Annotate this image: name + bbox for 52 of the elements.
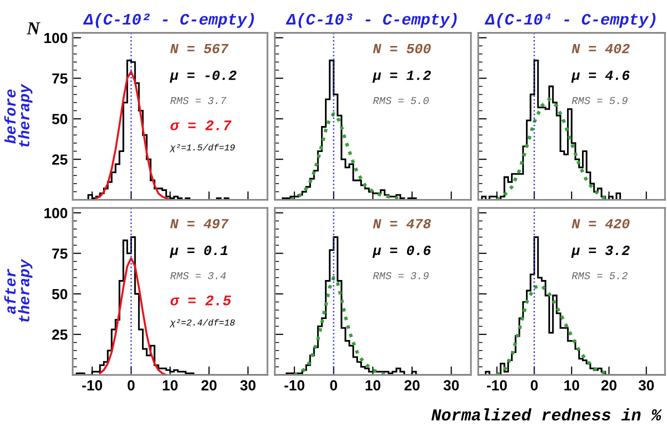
x-tick-label: 30 <box>444 380 459 390</box>
x-tick-label: 20 <box>404 380 420 390</box>
x-tick-label: 20 <box>201 380 217 390</box>
annotation: μ = 4.6 <box>571 70 630 83</box>
x-tick-label: 10 <box>366 380 380 390</box>
x-tick-label: 10 <box>162 380 178 390</box>
annotation: σ = 2.7 <box>170 120 232 130</box>
y-tick-label: 25 <box>52 154 68 165</box>
x-tick-label: -10 <box>486 380 507 390</box>
x-tick-label: 0 <box>128 380 135 390</box>
y-tick-label: 75 <box>52 74 68 84</box>
annotation: RMS = 5.0 <box>373 97 429 104</box>
annotation: N = 567 <box>170 44 229 54</box>
text: N <box>26 22 40 34</box>
annotation: μ = 1.2 <box>372 70 431 83</box>
y-tick-label: 100 <box>44 208 68 218</box>
x-tick-label: 0 <box>330 380 338 390</box>
x-tick-label: 30 <box>638 380 654 390</box>
annotation: μ = 3.2 <box>571 246 630 258</box>
annotation: χ²=1.5/df=19 <box>170 144 235 152</box>
annotation: χ²=2.4/df=18 <box>170 318 235 328</box>
annotation: N = 497 <box>170 218 229 228</box>
y-tick-label: 75 <box>52 248 68 259</box>
chart-title: Δ(C-10² - C-empty) <box>83 12 254 28</box>
annotation: RMS = 3.4 <box>170 272 226 280</box>
annotation: RMS = 3.9 <box>373 272 429 280</box>
y-tick-label: 50 <box>52 288 68 300</box>
annotation: N = 478 <box>373 218 431 228</box>
annotation: N = 500 <box>373 44 431 54</box>
annotation: RMS = 5.9 <box>572 97 628 104</box>
chart-title: Δ(C-10³ - C-empty) <box>286 12 457 28</box>
annotation: RMS = 3.7 <box>170 97 226 104</box>
y-axis-title: before therapy <box>4 84 32 147</box>
annotation: N = 420 <box>572 218 630 228</box>
annotation: RMS = 5.2 <box>572 272 628 280</box>
x-tick-label: 10 <box>564 380 580 390</box>
annotation: μ = 0.6 <box>372 246 431 258</box>
chart-title: Δ(C-10⁴ - C-empty) <box>484 12 656 28</box>
y-tick-label: 50 <box>52 114 68 124</box>
annotation: μ = -0.2 <box>170 70 236 83</box>
y-axis-title: after therapy <box>4 258 32 322</box>
x-tick-label: -10 <box>284 380 304 390</box>
annotation: μ = 0.1 <box>170 246 228 258</box>
x-tick-label: 30 <box>240 380 256 390</box>
x-tick-label: 20 <box>601 380 616 390</box>
y-tick-label: 100 <box>44 32 68 44</box>
x-tick-label: 0 <box>530 380 538 390</box>
annotation: σ = 2.5 <box>170 295 232 306</box>
y-tick-label: 25 <box>52 329 68 340</box>
annotation: N = 402 <box>572 44 630 54</box>
x-tick-label: -10 <box>82 380 102 390</box>
x-axis-title: Normalized redness in % <box>431 408 662 421</box>
